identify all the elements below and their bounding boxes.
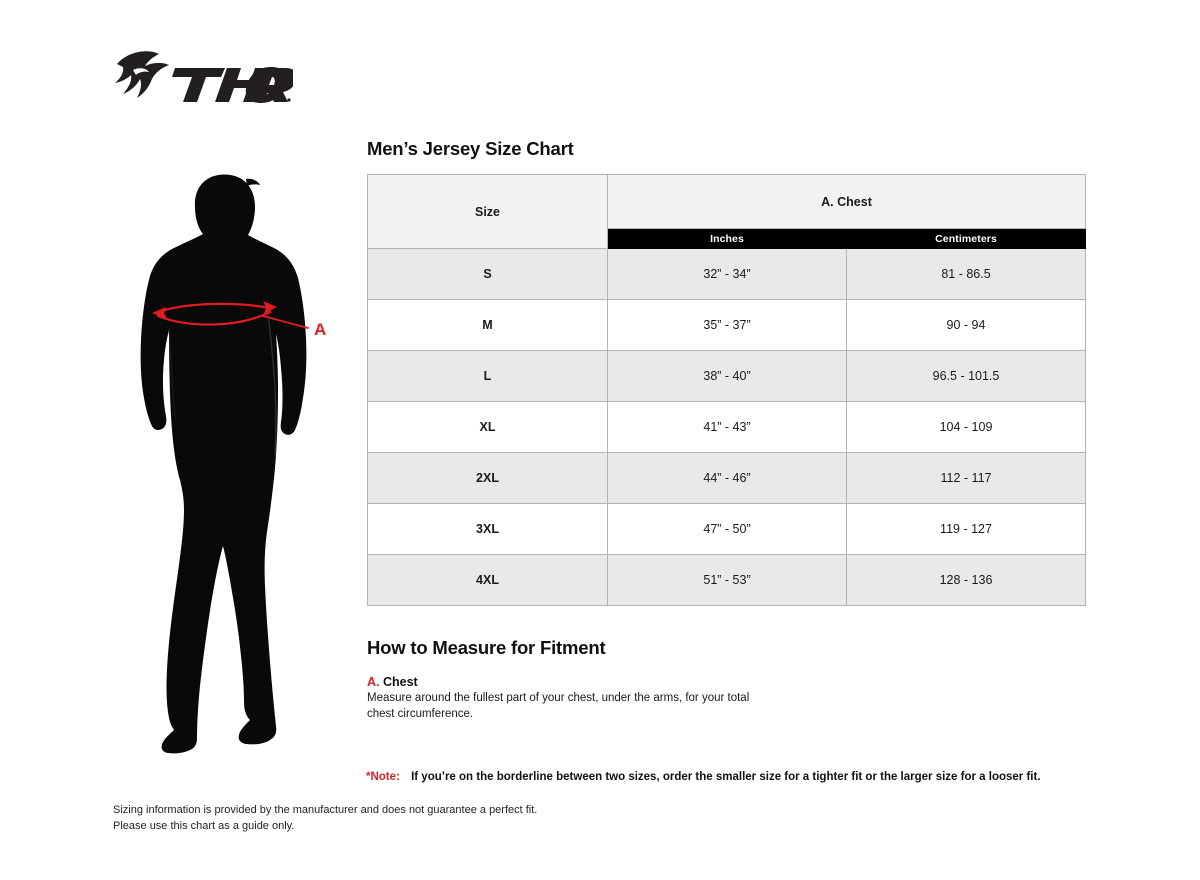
cell-cm-xl: 104 - 109 xyxy=(845,401,1087,453)
note-row: *Note: If you’re on the borderline betwe… xyxy=(366,771,1041,783)
disclaimer-line-1: Sizing information is provided by the ma… xyxy=(113,804,538,816)
column-header-size: Size xyxy=(367,174,608,249)
measure-item-letter: A. xyxy=(367,675,380,689)
cell-size-xl: XL xyxy=(367,401,608,453)
cell-cm-s: 81 - 86.5 xyxy=(845,248,1087,300)
table-row: 3XL 47” - 50” 119 - 127 xyxy=(367,503,1087,555)
cell-inches-4xl: 51” - 53” xyxy=(607,554,847,606)
table-header-row-top: Size A. Chest xyxy=(367,174,1087,249)
table-row: 2XL 44” - 46” 112 - 117 xyxy=(367,452,1087,504)
cell-size-4xl: 4XL xyxy=(367,554,608,606)
page-title: Men’s Jersey Size Chart xyxy=(367,138,574,159)
cell-inches-3xl: 47” - 50” xyxy=(607,503,847,555)
measure-item-description: Measure around the fullest part of your … xyxy=(367,692,750,720)
cell-size-s: S xyxy=(367,248,608,300)
callout-leader-line xyxy=(262,315,309,329)
measure-item-name: Chest xyxy=(382,675,418,689)
table-row: 4XL 51” - 53” 128 - 136 xyxy=(367,554,1087,606)
chest-measure-arrowheads xyxy=(152,301,277,319)
cell-size-2xl: 2XL xyxy=(367,452,608,504)
table-row: L 38” - 40” 96.5 - 101.5 xyxy=(367,350,1087,402)
cell-size-3xl: 3XL xyxy=(367,503,608,555)
cell-size-l: L xyxy=(367,350,608,402)
cell-cm-l: 96.5 - 101.5 xyxy=(845,350,1087,402)
how-to-measure-heading: How to Measure for Fitment xyxy=(367,637,606,658)
table-row: S 32” - 34” 81 - 86.5 xyxy=(367,248,1087,300)
body-silhouette-figure: A xyxy=(118,168,348,768)
note-label: *Note: xyxy=(366,771,400,783)
cell-cm-m: 90 - 94 xyxy=(845,299,1087,351)
size-chart-table: Size A. Chest Inches Centimeters S 32” -… xyxy=(367,174,1087,606)
disclaimer-block: Sizing information is provided by the ma… xyxy=(113,803,537,835)
cell-cm-2xl: 112 - 117 xyxy=(845,452,1087,504)
column-group-header-chest: A. Chest xyxy=(606,174,1087,229)
size-table-body: S 32” - 34” 81 - 86.5 M 35” - 37” 90 - 9… xyxy=(367,248,1087,606)
thor-logo xyxy=(113,48,293,110)
measure-item-heading: A. Chest xyxy=(367,675,418,689)
table-row: XL 41” - 43” 104 - 109 xyxy=(367,401,1087,453)
note-text: If you’re on the borderline between two … xyxy=(411,771,1041,783)
table-row: M 35” - 37” 90 - 94 xyxy=(367,299,1087,351)
chest-measure-arrow xyxy=(156,302,272,326)
cell-cm-3xl: 119 - 127 xyxy=(845,503,1087,555)
silhouette-shape xyxy=(140,174,307,754)
cell-inches-2xl: 44” - 46” xyxy=(607,452,847,504)
cell-inches-m: 35” - 37” xyxy=(607,299,847,351)
cell-size-m: M xyxy=(367,299,608,351)
callout-label-a: A xyxy=(314,320,326,339)
disclaimer-line-2: Please use this chart as a guide only. xyxy=(113,819,295,832)
cell-inches-l: 38” - 40” xyxy=(607,350,847,402)
cell-inches-xl: 41” - 43” xyxy=(607,401,847,453)
column-header-centimeters: Centimeters xyxy=(845,228,1087,249)
column-header-inches: Inches xyxy=(607,228,847,249)
cell-cm-4xl: 128 - 136 xyxy=(845,554,1087,606)
cell-inches-s: 32” - 34” xyxy=(607,248,847,300)
